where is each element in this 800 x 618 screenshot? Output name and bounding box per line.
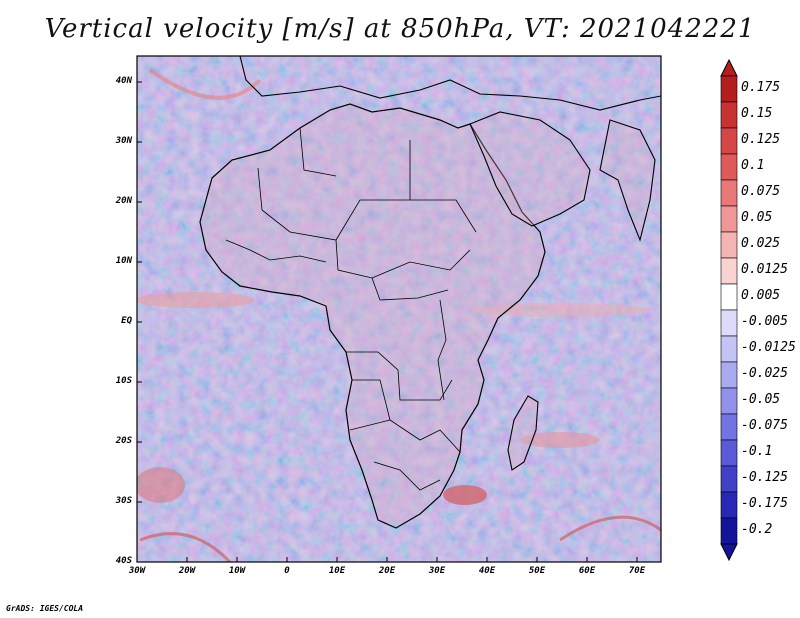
colorbar-segment bbox=[720, 75, 738, 103]
colorbar-segment bbox=[720, 127, 738, 155]
colorbar-segment bbox=[720, 153, 738, 181]
colorbar-segment bbox=[720, 413, 738, 441]
colorbar-label: 0.005 bbox=[741, 288, 781, 303]
colorbar-segment bbox=[720, 439, 738, 467]
colorbar bbox=[720, 58, 738, 562]
colorbar-label: 0.1 bbox=[741, 158, 765, 173]
colorbar-label: -0.1 bbox=[741, 444, 773, 459]
colorbar-label: -0.125 bbox=[741, 470, 788, 485]
colorbar-segment bbox=[720, 335, 738, 363]
y-axis-label: 40N bbox=[115, 76, 132, 86]
grads-credit: GrADS: IGES/COLA bbox=[6, 604, 84, 613]
colorbar-max-arrow bbox=[720, 58, 738, 77]
y-axis-label: 10N bbox=[115, 256, 132, 266]
colorbar-label: 0.15 bbox=[741, 106, 773, 121]
y-axis-label: 30N bbox=[115, 136, 132, 146]
colorbar-segment bbox=[720, 101, 738, 129]
colorbar-label: -0.05 bbox=[741, 392, 781, 407]
country-borders bbox=[225, 127, 477, 491]
x-axis-label: 40E bbox=[478, 566, 496, 576]
velocity-field bbox=[137, 56, 661, 562]
colorbar-label: 0.0125 bbox=[741, 262, 788, 277]
colorbar-segment bbox=[720, 387, 738, 415]
arabia-landmass bbox=[469, 111, 591, 227]
colorbar-segment bbox=[720, 361, 738, 389]
colorbar-segment bbox=[720, 283, 738, 311]
colorbar-label: -0.2 bbox=[741, 522, 773, 537]
x-axis-label: 30W bbox=[128, 566, 146, 576]
colorbar-label: -0.0125 bbox=[741, 340, 796, 355]
map-title: Vertical velocity [m/s] at 850hPa, VT: 2… bbox=[44, 14, 756, 44]
x-axis-label: 50E bbox=[528, 566, 546, 576]
y-axis-label: 20N bbox=[115, 196, 132, 206]
colorbar-label: 0.075 bbox=[741, 184, 781, 199]
colorbar-segment bbox=[720, 309, 738, 337]
y-axis-label: 10S bbox=[115, 376, 132, 386]
x-axis-label: 20W bbox=[178, 566, 196, 576]
madagascar-landmass bbox=[507, 395, 539, 471]
y-axis-label: 30S bbox=[115, 496, 132, 506]
x-axis-label: 20E bbox=[378, 566, 396, 576]
y-axis-label: 40S bbox=[115, 556, 132, 566]
y-axis-label: 20S bbox=[115, 436, 132, 446]
colorbar-segment bbox=[720, 491, 738, 519]
eurasia-coast bbox=[239, 56, 661, 111]
colorbar-min-arrow bbox=[720, 543, 738, 562]
x-axis-label: 10W bbox=[228, 566, 246, 576]
plot-frame bbox=[136, 55, 662, 563]
y-axis-label: EQ bbox=[121, 316, 132, 326]
x-axis-label: 70E bbox=[628, 566, 646, 576]
india-landmass bbox=[599, 119, 656, 242]
colorbar-segment bbox=[720, 231, 738, 259]
africa-landmass bbox=[199, 103, 546, 529]
colorbar-label: 0.125 bbox=[741, 132, 781, 147]
colorbar-segment bbox=[720, 205, 738, 233]
x-axis-label: 60E bbox=[578, 566, 596, 576]
colorbar-segment bbox=[720, 257, 738, 285]
colorbar-label: 0.025 bbox=[741, 236, 781, 251]
colorbar-label: -0.175 bbox=[741, 496, 788, 511]
x-axis-label: 10E bbox=[328, 566, 346, 576]
colorbar-segment bbox=[720, 179, 738, 207]
colorbar-label: 0.175 bbox=[741, 80, 781, 95]
colorbar-label: 0.05 bbox=[741, 210, 773, 225]
colorbar-segment bbox=[720, 517, 738, 545]
colorbar-segment bbox=[720, 465, 738, 493]
colorbar-label: -0.025 bbox=[741, 366, 788, 381]
x-axis-label: 30E bbox=[428, 566, 446, 576]
colorbar-label: -0.005 bbox=[741, 314, 788, 329]
x-axis-label: 0 bbox=[284, 566, 290, 576]
colorbar-label: -0.075 bbox=[741, 418, 788, 433]
